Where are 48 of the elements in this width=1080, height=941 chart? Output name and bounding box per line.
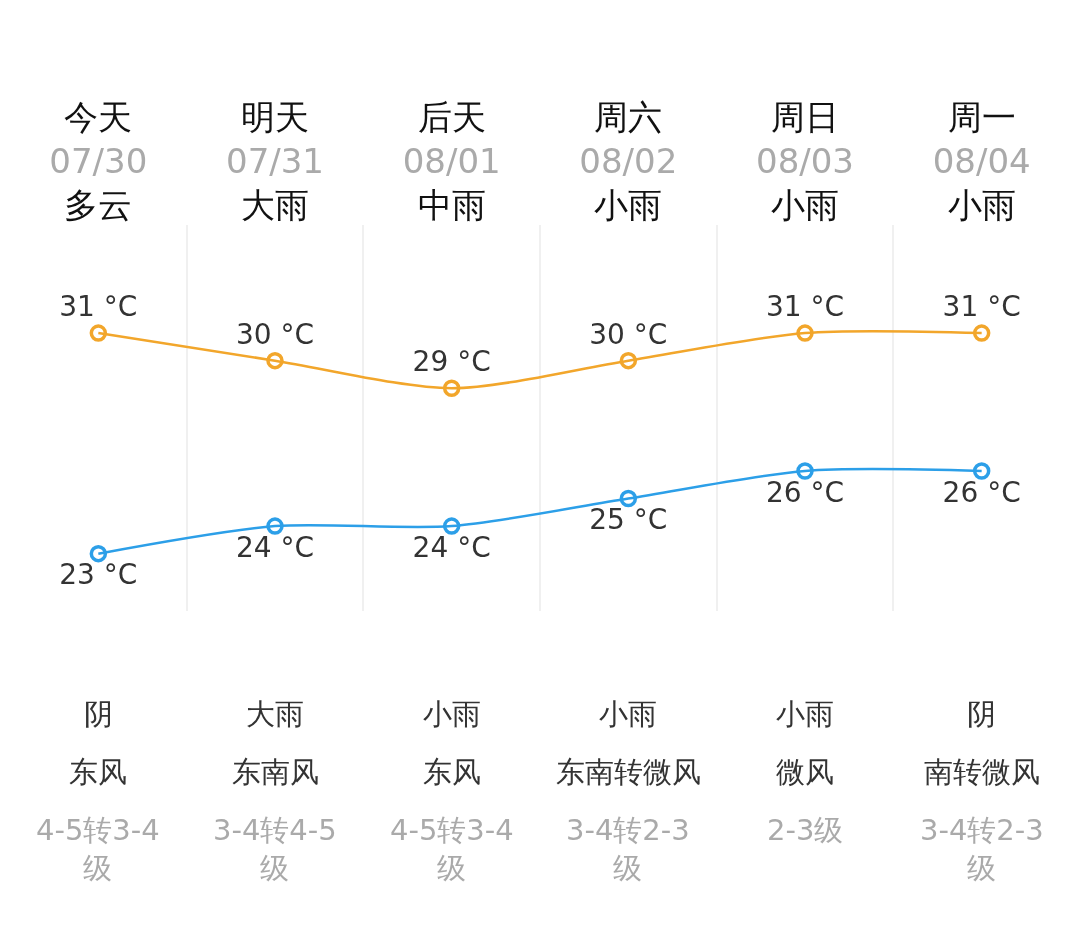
data-label: 30 °C [235,317,315,351]
text: 小雨 [599,697,657,731]
point [442,517,461,535]
data-label: 26 °C [942,475,1021,509]
text: 微风 [776,755,834,789]
data-label: 31 °C [59,290,138,324]
data-label: 26 °C [765,475,845,509]
text: 东南风 [232,755,319,789]
point [89,544,108,563]
point [266,517,284,535]
text: 南转微风 [924,755,1040,789]
x-tick-label: 后天 08/01 中雨 [402,96,501,226]
point [796,462,814,480]
data-label: 31 °C [765,290,845,324]
x-tick-label: 周一 08/04 小雨 [932,96,1031,226]
text: 小雨 [423,697,481,731]
data-label: 24 °C [412,530,491,564]
point [619,489,638,508]
data-label: 23 °C [59,558,138,592]
x-tick-label: 明天 07/31 大雨 [226,96,324,226]
text: 3-4转2-3级 [566,813,690,885]
text: 4-5转3-4级 [390,813,514,885]
data-label: 30 °C [589,317,668,351]
x-tick-label: 今天 07/30 多云 [49,96,148,226]
text: 阴 [967,697,996,731]
data-label: 29 °C [412,345,491,379]
text: 4-5转3-4级 [36,813,160,885]
point [972,462,991,480]
data-label: 31 °C [942,290,1021,324]
text: 阴 [84,697,113,731]
point [972,324,991,342]
text: 3-4转4-5级 [213,813,337,885]
point [796,324,814,342]
point [619,351,638,370]
text: 东风 [423,755,481,789]
point [266,351,284,370]
point [442,379,461,397]
point [89,324,108,342]
data-label: 24 °C [235,530,315,564]
x-tick-label: 周日 08/03 小雨 [756,96,854,226]
x-tick-label: 周六 08/02 小雨 [579,96,678,226]
data-label: 25 °C [589,503,668,537]
text: 大雨 [246,697,304,731]
text: 2-3级 [767,813,844,847]
text: 东风 [69,755,127,789]
text: 东南转微风 [556,755,701,789]
text: 小雨 [776,697,834,731]
text: 3-4转2-3级 [920,813,1044,885]
